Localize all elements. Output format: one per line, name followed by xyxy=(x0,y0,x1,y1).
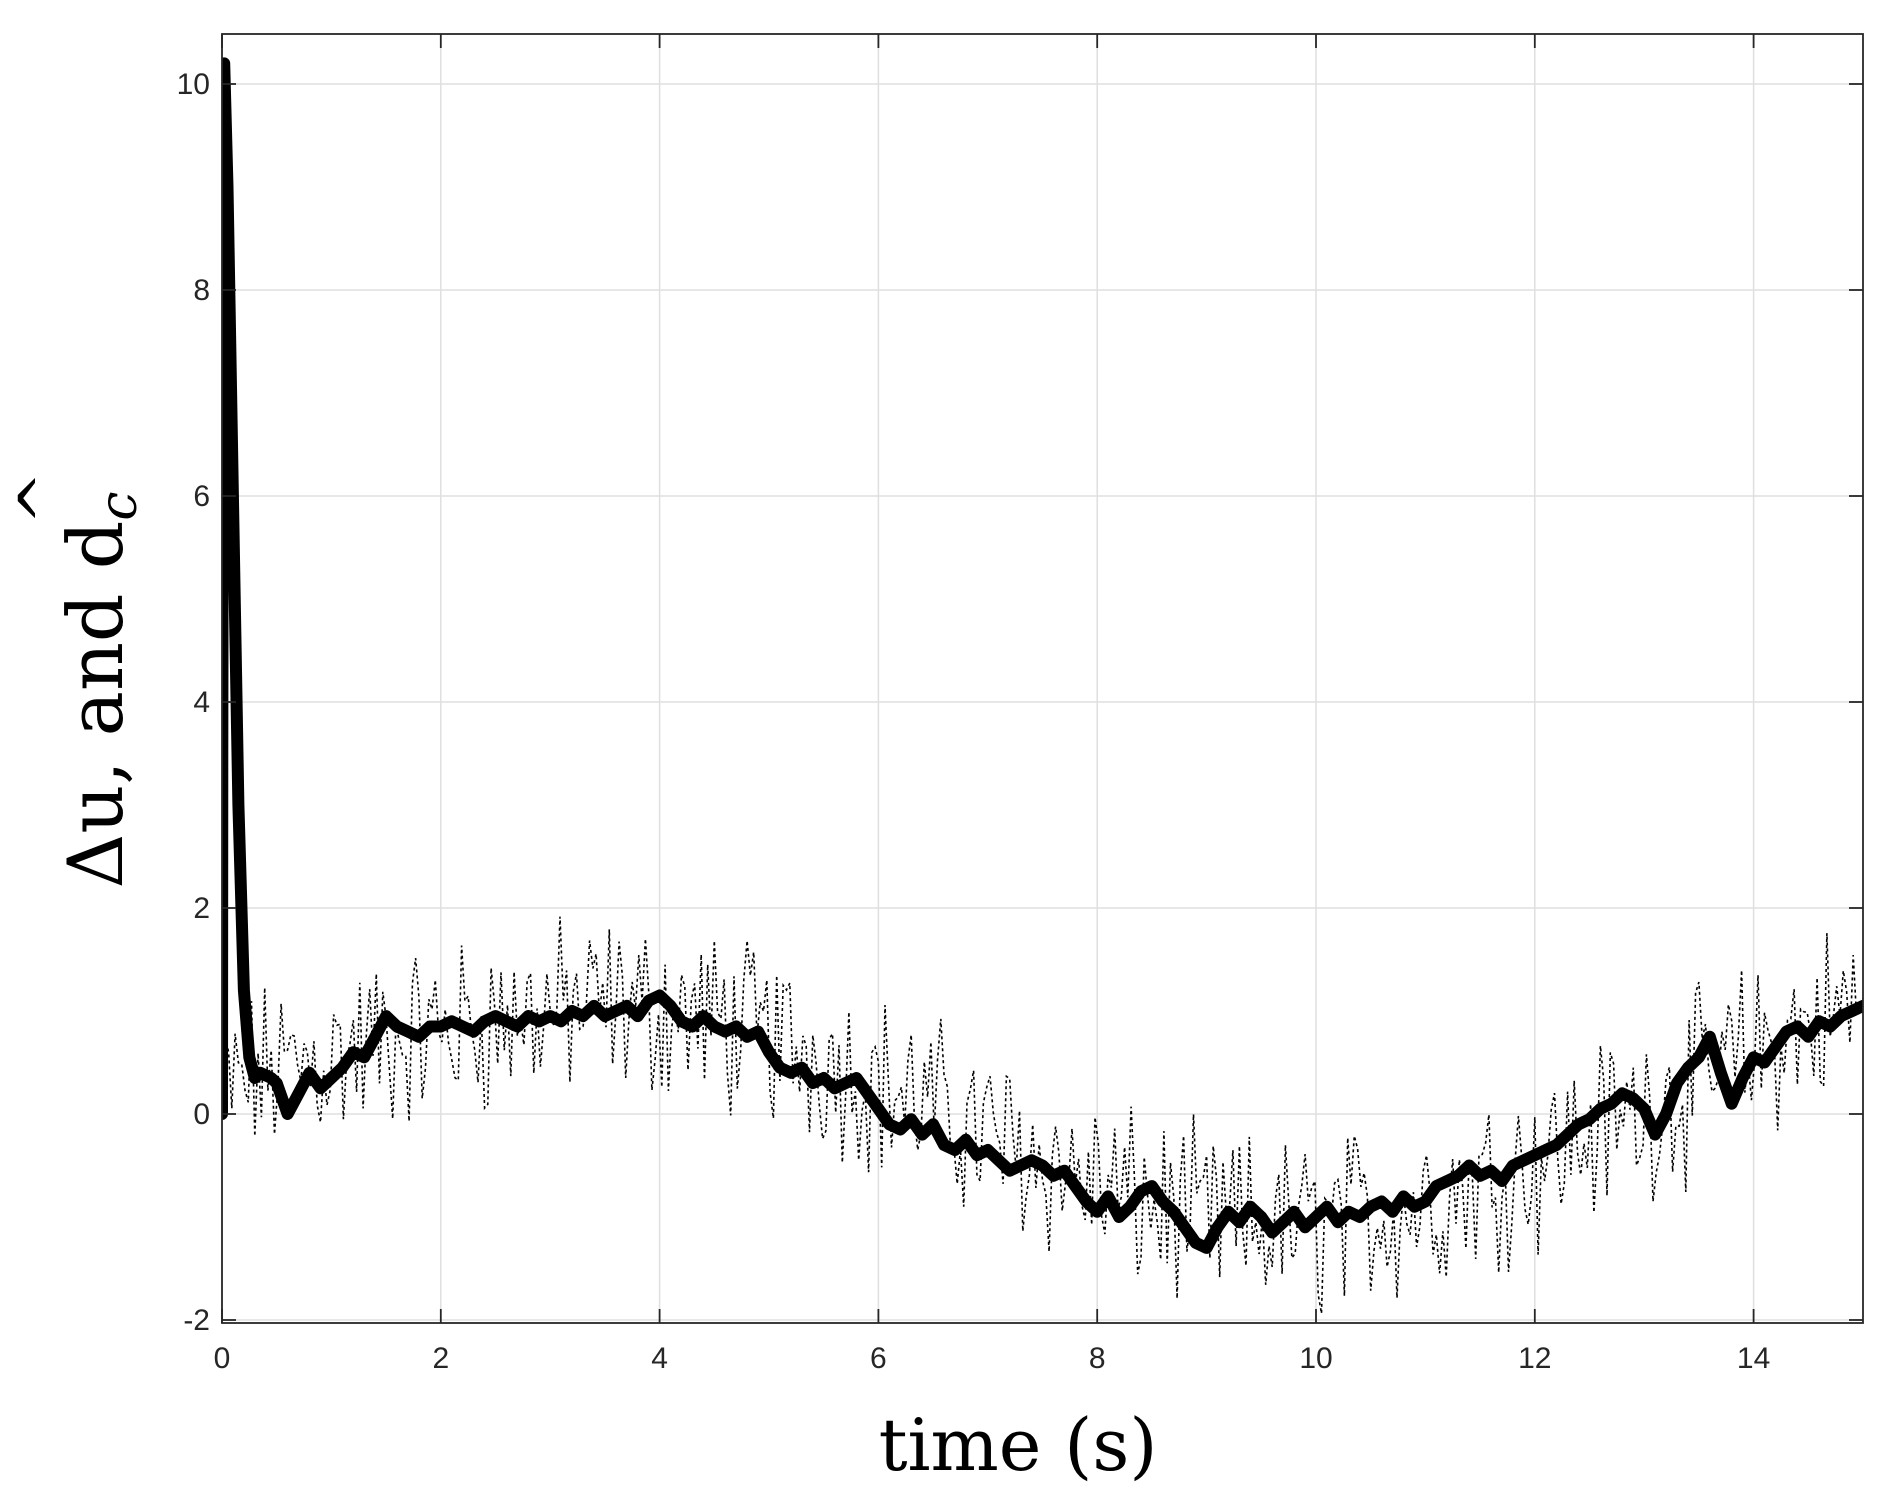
y-tick-label: 8 xyxy=(193,274,210,307)
grid xyxy=(221,34,1863,1323)
series-layer xyxy=(222,57,1863,1314)
y-axis-label-subscript: c xyxy=(89,492,149,521)
y-tick-label: 6 xyxy=(193,480,210,513)
x-tick-label: 6 xyxy=(870,1342,887,1375)
y-tick-labels: -2 0 2 4 6 8 10 xyxy=(177,68,210,1337)
x-tick-label: 4 xyxy=(651,1342,668,1375)
plot-frame xyxy=(221,33,1864,1324)
y-tick-label: 0 xyxy=(193,1098,210,1131)
y-axis-label-main: Δu, and d xyxy=(51,521,140,889)
y-tick-label: 10 xyxy=(177,68,210,101)
svg-text:Δu, and dc: Δu, and dc xyxy=(51,492,149,889)
x-tick-label: 0 xyxy=(214,1342,231,1375)
x-tick-label: 2 xyxy=(432,1342,449,1375)
x-axis-label: time (s) xyxy=(879,1403,1158,1487)
series-line-solid xyxy=(222,57,1863,1254)
y-axis-label: Δu, and dc ^ xyxy=(6,471,149,888)
x-tick-labels: 0 2 4 6 8 10 12 14 xyxy=(214,1342,1771,1375)
ticks xyxy=(221,34,1863,1323)
y-axis-label-hat: ^ xyxy=(6,471,80,525)
y-tick-label: -2 xyxy=(183,1304,210,1337)
y-tick-label: 2 xyxy=(193,892,210,925)
y-tick-label: 4 xyxy=(193,686,210,719)
x-tick-label: 12 xyxy=(1518,1342,1551,1375)
x-tick-label: 10 xyxy=(1299,1342,1332,1375)
x-tick-label: 14 xyxy=(1737,1342,1770,1375)
x-tick-label: 8 xyxy=(1089,1342,1106,1375)
